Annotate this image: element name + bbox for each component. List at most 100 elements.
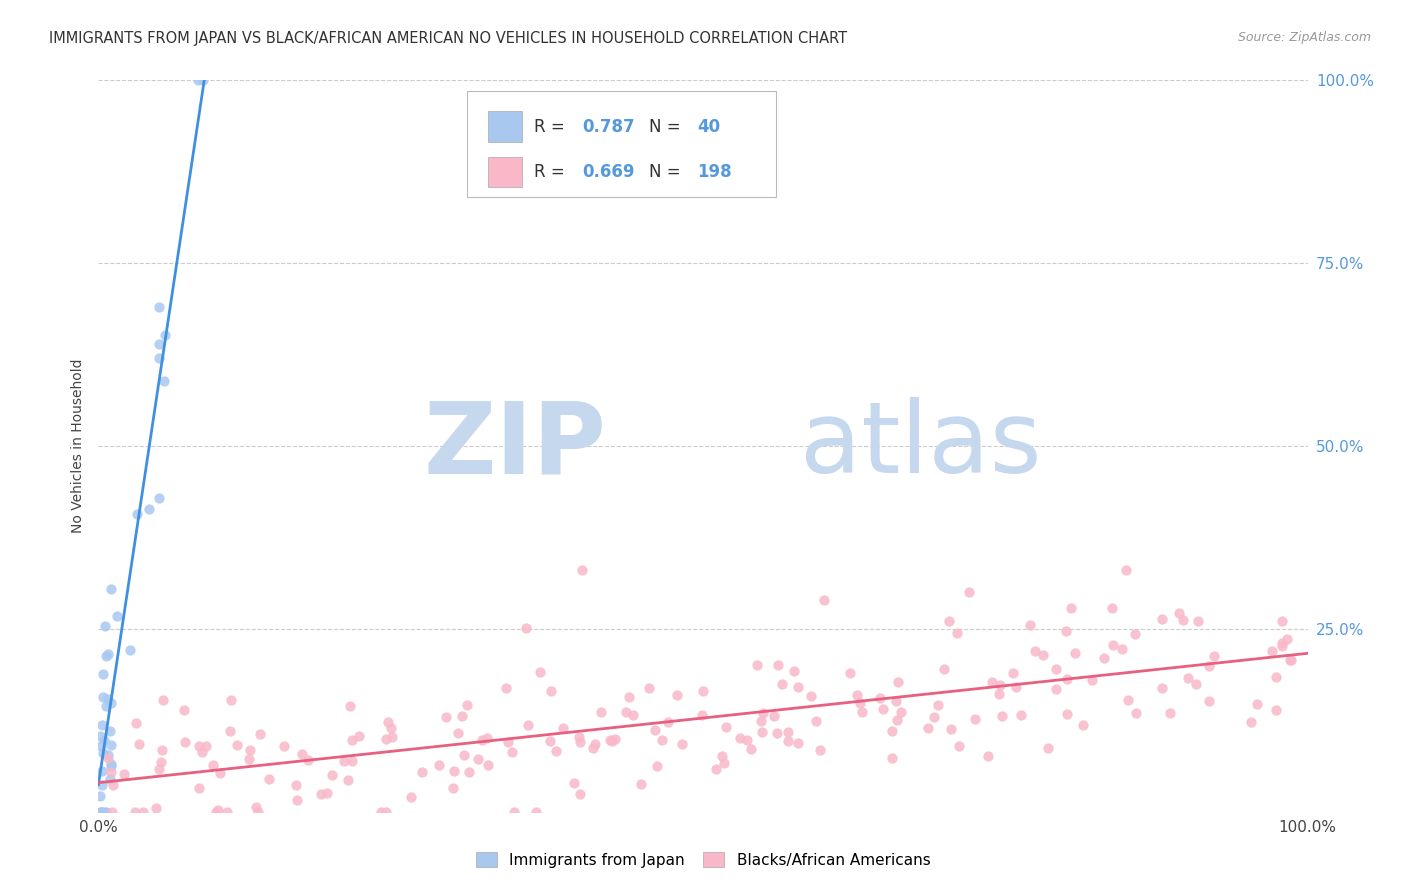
Point <box>91 667 114 681</box>
Point <box>1045 662 1067 676</box>
Point <box>105 609 128 624</box>
Point <box>94 618 117 632</box>
Text: atlas: atlas <box>800 398 1042 494</box>
Point <box>132 805 155 819</box>
Point <box>458 765 481 780</box>
Point <box>1150 611 1173 625</box>
Point <box>1101 638 1123 652</box>
Point <box>495 681 517 695</box>
Point <box>517 718 540 732</box>
Point <box>1036 741 1059 756</box>
Point <box>765 726 787 740</box>
Point <box>889 705 911 719</box>
Point <box>471 732 494 747</box>
Point <box>1240 714 1263 729</box>
Point <box>730 731 752 745</box>
Point <box>1246 697 1268 711</box>
Point <box>1054 624 1077 638</box>
Point <box>148 491 170 506</box>
Point <box>316 786 339 800</box>
Point <box>91 718 114 732</box>
Point <box>540 683 562 698</box>
Point <box>97 748 120 763</box>
Point <box>91 690 114 705</box>
Point <box>1150 681 1173 695</box>
Point <box>90 805 112 819</box>
Point <box>89 789 111 803</box>
Point <box>188 781 211 796</box>
Text: N =: N = <box>648 118 686 136</box>
Point <box>496 735 519 749</box>
Point <box>1111 642 1133 657</box>
Point <box>453 748 475 763</box>
FancyBboxPatch shape <box>488 157 522 187</box>
Point <box>100 759 122 773</box>
Point <box>451 709 474 723</box>
Point <box>219 693 242 707</box>
Point <box>148 762 170 776</box>
Point <box>1271 636 1294 650</box>
Point <box>475 731 498 745</box>
Point <box>671 737 693 751</box>
Point <box>786 680 808 694</box>
Point <box>657 714 679 729</box>
Point <box>1092 650 1115 665</box>
Point <box>380 721 402 735</box>
Point <box>1010 708 1032 723</box>
Point <box>630 777 652 791</box>
Point <box>226 738 249 752</box>
Text: 198: 198 <box>697 163 731 181</box>
Point <box>965 712 987 726</box>
Point <box>467 752 489 766</box>
Point <box>778 724 800 739</box>
Point <box>1177 671 1199 685</box>
Point <box>692 684 714 698</box>
Point <box>1024 643 1046 657</box>
Point <box>207 803 229 817</box>
Point <box>339 699 361 714</box>
Text: R =: R = <box>534 118 569 136</box>
Point <box>89 805 111 819</box>
Point <box>138 501 160 516</box>
Point <box>399 789 422 804</box>
Point <box>599 732 621 747</box>
Point <box>148 351 170 365</box>
Point <box>259 772 281 787</box>
Point <box>851 706 873 720</box>
Point <box>443 764 465 778</box>
Point <box>1001 665 1024 680</box>
Point <box>776 734 799 748</box>
Point <box>149 756 172 770</box>
Point <box>194 739 217 753</box>
Point <box>98 772 121 787</box>
Point <box>846 688 869 702</box>
Point <box>98 724 121 739</box>
Point <box>209 765 232 780</box>
Text: 40: 40 <box>697 118 720 136</box>
Text: 0.669: 0.669 <box>582 163 634 181</box>
Point <box>291 747 314 762</box>
Point <box>120 642 142 657</box>
Point <box>96 692 118 706</box>
Point <box>1264 703 1286 717</box>
Point <box>333 754 356 768</box>
Point <box>150 743 173 757</box>
Point <box>616 706 638 720</box>
Point <box>886 713 908 727</box>
Point <box>100 757 122 772</box>
Point <box>763 709 786 723</box>
Point <box>204 805 226 819</box>
Y-axis label: No Vehicles in Household: No Vehicles in Household <box>70 359 84 533</box>
Point <box>544 744 567 758</box>
Point <box>987 687 1010 701</box>
Point <box>1056 706 1078 721</box>
Point <box>1056 673 1078 687</box>
Point <box>337 773 360 788</box>
Point <box>1198 659 1220 673</box>
Point <box>1125 706 1147 720</box>
Point <box>948 739 970 753</box>
Point <box>1265 669 1288 683</box>
Point <box>666 688 689 702</box>
Text: ZIP: ZIP <box>423 398 606 494</box>
Point <box>1278 653 1301 667</box>
